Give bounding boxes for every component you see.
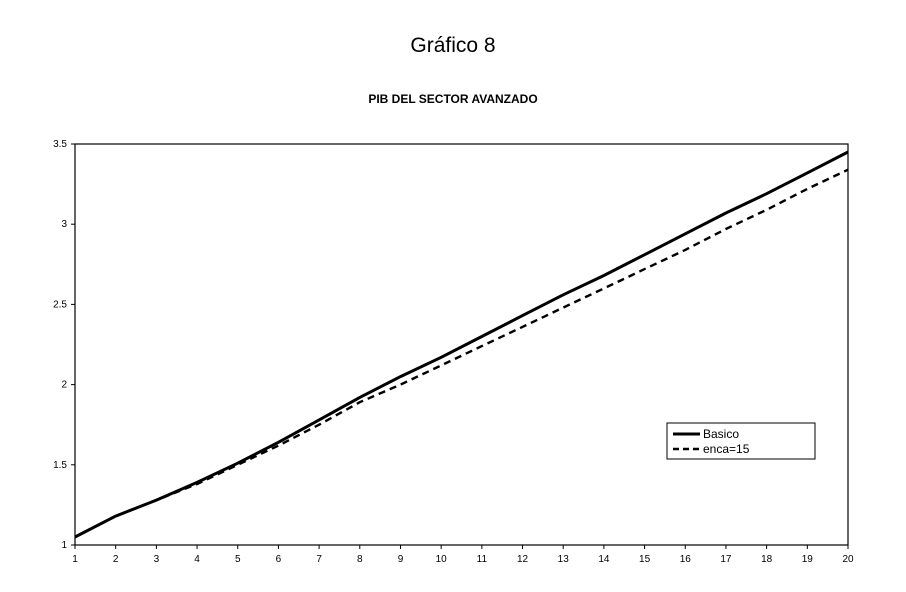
- x-tick-label: 1: [72, 554, 78, 565]
- x-tick-label: 15: [639, 554, 651, 565]
- chart-subtitle: PIB DEL SECTOR AVANZADO: [368, 92, 538, 106]
- x-tick-label: 13: [558, 554, 570, 565]
- x-tick-label: 9: [398, 554, 404, 565]
- series-line-basico: [74, 150, 849, 539]
- axes: 11.522.533.51 2 3 4 5 6 7 8 9 10 11 12 13 14 15 16 17 18 1…: [53, 139, 854, 565]
- y-tick-label: 3: [61, 219, 67, 230]
- x-tick-label: 10: [436, 554, 448, 565]
- legend-label: Basico: [703, 427, 739, 441]
- x-tick-label: 6: [276, 554, 282, 565]
- y-tick-label: 1.5: [53, 460, 67, 471]
- x-tick-label: 5: [235, 554, 241, 565]
- x-tick-label: 8: [357, 554, 363, 565]
- x-tick-label: 4: [194, 554, 200, 565]
- y-tick-label: 1: [61, 540, 67, 551]
- x-tick-label: 16: [680, 554, 692, 565]
- x-tick-label: 3: [154, 554, 160, 565]
- y-tick-label: 3.5: [53, 139, 67, 150]
- plot-frame: [74, 143, 849, 546]
- x-tick-label: 18: [761, 554, 773, 565]
- x-tick-label: 20: [842, 554, 854, 565]
- x-tick-label: 17: [720, 554, 732, 565]
- x-tick-label: 14: [598, 554, 610, 565]
- x-tick-label: 7: [316, 554, 322, 565]
- series-line-enca-15: [74, 168, 849, 539]
- x-tick-label: 12: [517, 554, 529, 565]
- chart-title: Gráfico 8: [410, 34, 496, 57]
- series-group: [74, 150, 849, 539]
- y-tick-label: 2: [61, 380, 67, 391]
- legend-label: enca=15: [703, 442, 750, 456]
- x-tick-label: 2: [113, 554, 119, 565]
- y-tick-label: 2.5: [53, 299, 67, 310]
- legend-box: [666, 422, 816, 460]
- x-tick-label: 19: [802, 554, 814, 565]
- x-tick-label: 11: [477, 554, 488, 565]
